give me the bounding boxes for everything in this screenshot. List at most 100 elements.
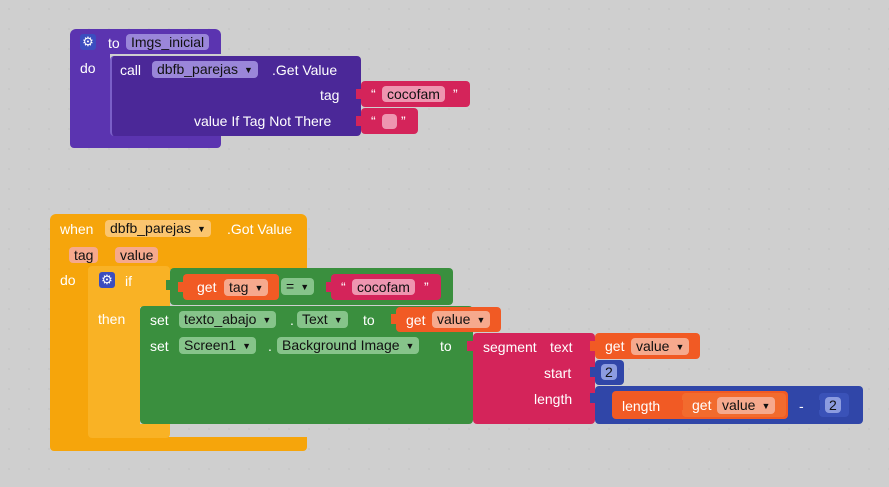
set2-property-dropdown[interactable]: Background Image ▼ xyxy=(277,337,420,354)
text-block-cond[interactable]: “ cocofam ” xyxy=(331,274,441,300)
start-socket-label: start xyxy=(544,365,572,381)
get-tag-block[interactable]: get tag ▼ xyxy=(183,274,279,300)
if-footer xyxy=(88,424,170,438)
set1-property-dropdown[interactable]: Text ▼ xyxy=(297,311,348,328)
variable-name: value xyxy=(636,338,670,354)
minus-operator: - xyxy=(799,398,804,414)
socket-connector xyxy=(326,282,332,292)
operator-symbol: = xyxy=(286,278,295,294)
variable-dropdown[interactable]: tag ▼ xyxy=(224,279,269,296)
number-field[interactable]: 2 xyxy=(601,364,617,380)
set2-component-dropdown[interactable]: Screen1 ▼ xyxy=(179,337,257,354)
chevron-down-icon: ▼ xyxy=(196,224,206,234)
variable-name: tag xyxy=(229,279,249,295)
component-name: texto_abajo xyxy=(184,311,257,327)
procedure-body-left xyxy=(70,54,110,136)
operator-dropdown[interactable]: = ▼ xyxy=(281,278,315,295)
text-field[interactable]: cocofam xyxy=(352,279,415,295)
tag-socket-label: tag xyxy=(320,87,340,103)
chevron-down-icon: ▼ xyxy=(476,315,486,325)
call-getvalue-block[interactable]: call dbfb_parejas ▼ .Get Value tag value … xyxy=(110,56,361,136)
number-field[interactable]: 2 xyxy=(825,397,841,413)
do-keyword: do xyxy=(80,60,96,76)
text-field[interactable]: cocofam xyxy=(382,86,445,102)
set1-component-dropdown[interactable]: texto_abajo ▼ xyxy=(179,311,277,328)
get-keyword: get xyxy=(197,279,217,295)
chevron-down-icon: ▼ xyxy=(262,315,272,325)
set-screen-block[interactable]: set Screen1 ▼ . Background Image ▼ to xyxy=(140,334,473,424)
to-keyword: to xyxy=(363,312,375,328)
event-component-dropdown[interactable]: dbfb_parejas ▼ xyxy=(105,220,211,237)
text-block-empty[interactable]: “ ” xyxy=(361,108,418,134)
socket-connector xyxy=(391,314,397,324)
if-keyword: if xyxy=(125,273,132,289)
length-socket-label: length xyxy=(534,391,573,407)
quote-icon: ” xyxy=(453,86,458,102)
socket-connector xyxy=(677,400,683,410)
set-keyword: set xyxy=(150,338,169,354)
dot-separator: . xyxy=(268,338,272,354)
component-name: Screen1 xyxy=(184,337,237,353)
event-name: .Got Value xyxy=(227,221,293,237)
when-keyword: when xyxy=(60,221,94,237)
text-socket-label: text xyxy=(550,339,573,355)
if-body-left xyxy=(88,307,140,432)
quote-icon: “ xyxy=(371,113,376,129)
number-block-minus[interactable]: 2 xyxy=(819,393,849,417)
socket-connector xyxy=(590,393,596,403)
quote-icon: ” xyxy=(424,279,429,295)
socket-connector xyxy=(467,341,473,351)
empty-text-field[interactable] xyxy=(382,114,397,129)
socket-connector xyxy=(166,280,172,290)
procedure-name-field[interactable]: Imgs_inicial xyxy=(126,34,210,50)
socket-connector xyxy=(590,367,596,377)
socket-connector xyxy=(590,341,596,351)
procedure-footer xyxy=(70,132,221,148)
property-name: Background Image xyxy=(282,337,400,353)
call-keyword: call xyxy=(120,62,142,78)
text-block-tag[interactable]: “ cocofam ” xyxy=(361,81,470,107)
socket-connector xyxy=(356,116,362,126)
param-tag[interactable]: tag xyxy=(69,247,99,263)
component-name: dbfb_parejas xyxy=(157,61,238,77)
get-keyword: get xyxy=(692,397,712,413)
dot-separator: . xyxy=(290,312,294,328)
get-value-block-1[interactable]: get value ▼ xyxy=(396,307,501,332)
gear-icon[interactable]: ⚙ xyxy=(80,34,96,50)
value-if-socket-label: value If Tag Not There xyxy=(194,113,332,129)
chevron-down-icon: ▼ xyxy=(300,282,310,292)
chevron-down-icon: ▼ xyxy=(254,283,264,293)
get-value-block-3[interactable]: get value ▼ xyxy=(682,393,786,417)
segment-block[interactable]: segment text start length xyxy=(473,333,595,424)
quote-icon: “ xyxy=(341,279,346,295)
variable-name: value xyxy=(722,397,756,413)
chevron-down-icon: ▼ xyxy=(675,342,685,352)
to-keyword: to xyxy=(108,35,120,51)
get-keyword: get xyxy=(605,338,625,354)
gear-icon[interactable]: ⚙ xyxy=(99,272,115,288)
variable-name: value xyxy=(437,311,471,327)
property-name: Text xyxy=(302,311,328,327)
chevron-down-icon: ▼ xyxy=(242,341,252,351)
event-body-left xyxy=(50,270,90,440)
to-keyword: to xyxy=(440,338,452,354)
quote-icon: “ xyxy=(371,86,376,102)
chevron-down-icon: ▼ xyxy=(405,341,415,351)
chevron-down-icon: ▼ xyxy=(333,315,343,325)
do-keyword: do xyxy=(60,272,76,288)
length-keyword: length xyxy=(622,398,661,414)
param-value[interactable]: value xyxy=(115,247,159,263)
number-block-start[interactable]: 2 xyxy=(595,360,624,385)
event-footer xyxy=(50,437,307,451)
get-value-block-2[interactable]: get value ▼ xyxy=(595,333,700,359)
component-dropdown[interactable]: dbfb_parejas ▼ xyxy=(152,61,258,78)
variable-dropdown[interactable]: value ▼ xyxy=(432,311,491,328)
segment-keyword: segment xyxy=(483,339,537,355)
variable-dropdown[interactable]: value ▼ xyxy=(717,397,776,414)
variable-dropdown[interactable]: value ▼ xyxy=(631,338,690,355)
chevron-down-icon: ▼ xyxy=(243,65,253,75)
then-keyword: then xyxy=(98,311,126,327)
socket-connector xyxy=(178,282,184,292)
method-name: .Get Value xyxy=(272,62,338,78)
